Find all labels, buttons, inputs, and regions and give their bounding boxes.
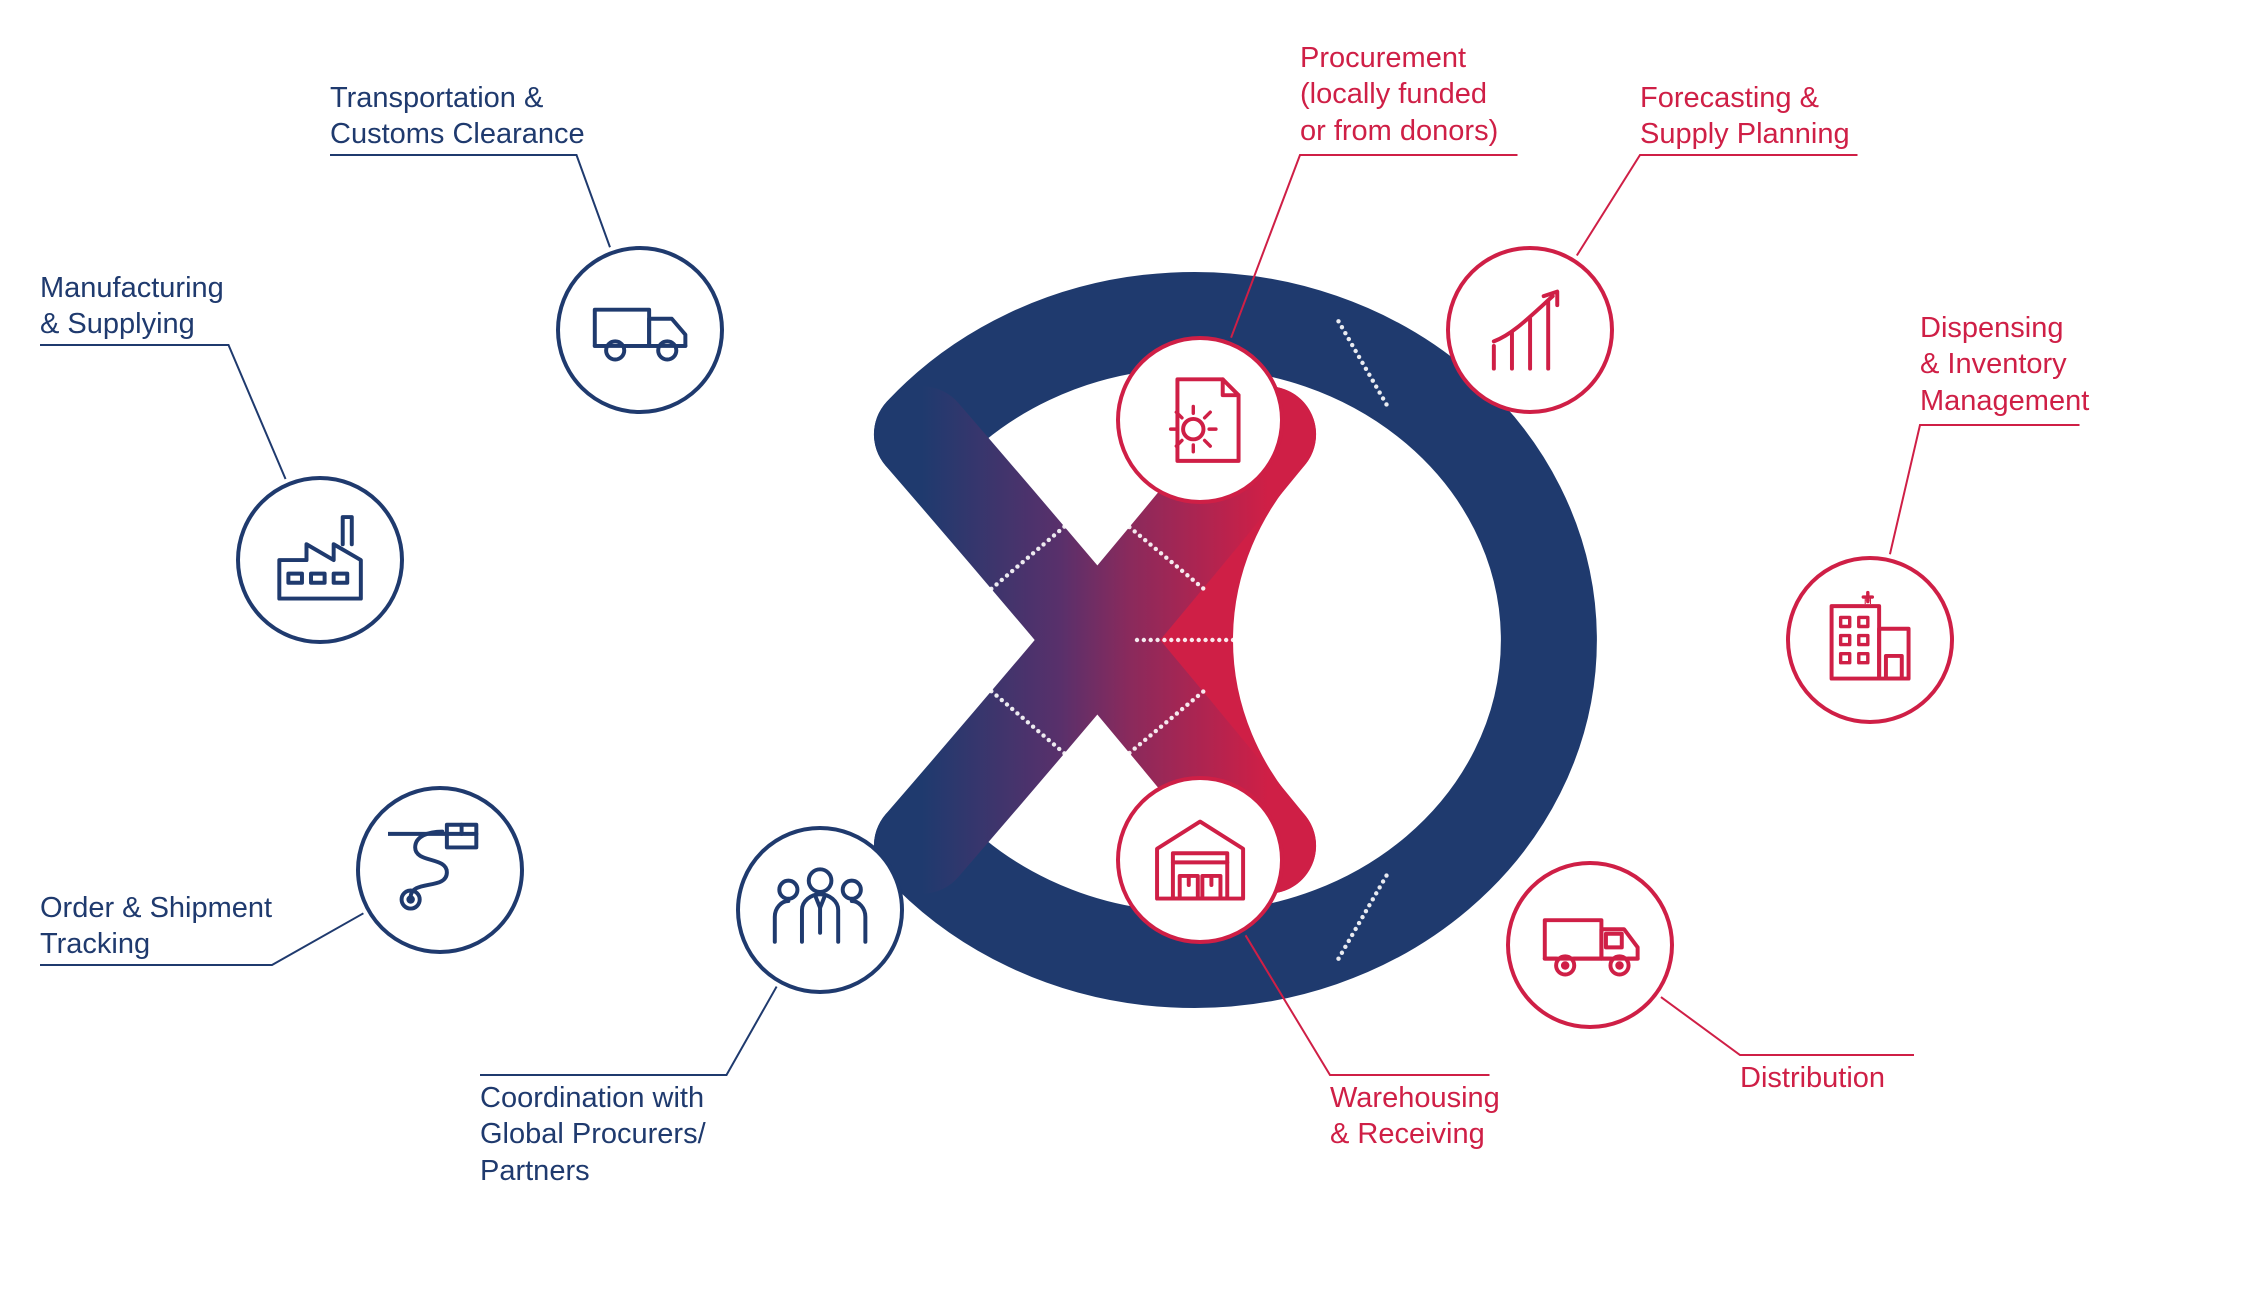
node-dispensing: H bbox=[1786, 556, 1954, 724]
diagram-stage: Manufacturing & Supplying Transportation… bbox=[0, 0, 2245, 1297]
growth-chart-icon bbox=[1478, 278, 1582, 382]
node-forecasting bbox=[1446, 246, 1614, 414]
label-procurement: Procurement (locally funded or from dono… bbox=[1300, 40, 1498, 149]
document-gear-icon bbox=[1148, 368, 1252, 472]
label-forecasting: Forecasting & Supply Planning bbox=[1640, 80, 1850, 153]
label-order-tracking: Order & Shipment Tracking bbox=[40, 890, 272, 963]
delivery-truck-icon bbox=[1538, 893, 1642, 997]
node-manufacturing bbox=[236, 476, 404, 644]
node-warehousing bbox=[1116, 776, 1284, 944]
node-transport bbox=[556, 246, 724, 414]
warehouse-icon bbox=[1148, 808, 1252, 912]
label-dispensing: Dispensing & Inventory Management bbox=[1920, 310, 2089, 419]
node-order-tracking bbox=[356, 786, 524, 954]
node-distribution bbox=[1506, 861, 1674, 1029]
label-transport: Transportation & Customs Clearance bbox=[330, 80, 585, 153]
truck-icon bbox=[588, 278, 692, 382]
node-coordination bbox=[736, 826, 904, 994]
factory-icon bbox=[268, 508, 372, 612]
label-manufacturing: Manufacturing & Supplying bbox=[40, 270, 224, 343]
hospital-icon: H bbox=[1818, 588, 1922, 692]
svg-text:H: H bbox=[1864, 595, 1872, 607]
people-icon bbox=[768, 858, 872, 962]
route-icon bbox=[388, 818, 492, 922]
label-distribution: Distribution bbox=[1740, 1060, 1885, 1096]
label-warehousing: Warehousing & Receiving bbox=[1330, 1080, 1500, 1153]
label-coordination: Coordination with Global Procurers/ Part… bbox=[480, 1080, 706, 1189]
node-procurement bbox=[1116, 336, 1284, 504]
